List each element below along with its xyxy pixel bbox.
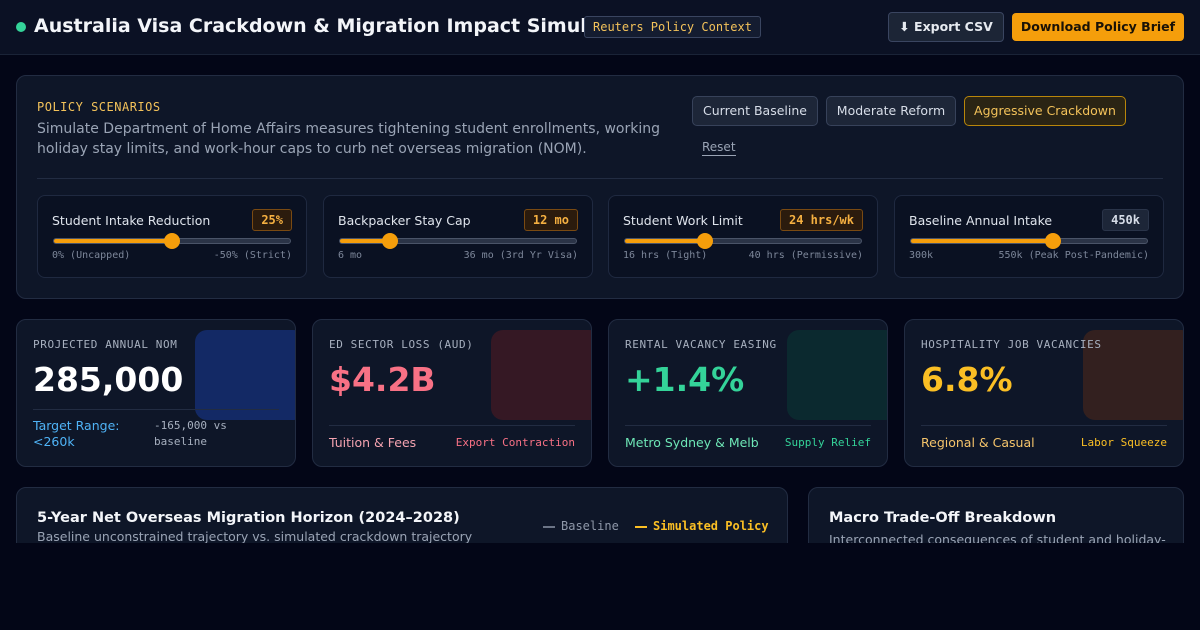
slider-backpacker-stay: Backpacker Stay Cap 12 mo 6 mo 36 mo (3r… xyxy=(323,195,593,278)
slider-label: Baseline Annual Intake xyxy=(909,213,1053,228)
scenario-baseline-button[interactable]: Current Baseline xyxy=(692,96,818,126)
kpi-foot: Regional & Casual xyxy=(921,435,1035,450)
scenarios-description: Simulate Department of Home Affairs meas… xyxy=(37,121,661,157)
kpi-divider xyxy=(625,425,871,426)
slider-value-badge: 12 mo xyxy=(523,209,578,231)
slider-label: Student Work Limit xyxy=(623,213,743,228)
horizon-title: 5-Year Net Overseas Migration Horizon (2… xyxy=(37,510,460,526)
kpi-glow xyxy=(787,330,887,420)
kpi-label: PROJECTED ANNUAL NOM xyxy=(33,338,178,351)
app-title: Australia Visa Crackdown & Migration Imp… xyxy=(34,15,632,37)
kpi-tag: Supply Relief xyxy=(784,436,871,449)
kpi-foot: Metro Sydney & Melb xyxy=(625,435,759,450)
slider-label: Backpacker Stay Cap xyxy=(338,213,471,228)
top-bar: Australia Visa Crackdown & Migration Imp… xyxy=(0,0,1200,55)
slider-student-intake: Student Intake Reduction 25% 0% (Uncappe… xyxy=(37,195,307,278)
legend-swatch xyxy=(543,525,555,528)
slider-value-badge: 24 hrs/wk xyxy=(779,209,863,231)
slider-max-label: -50% (Strict) xyxy=(213,250,292,261)
panel-divider xyxy=(37,178,1163,179)
kpi-card-ed-sector: ED SECTOR LOSS (AUD) $4.2B Tuition & Fee… xyxy=(312,319,592,467)
slider-label: Student Intake Reduction xyxy=(52,213,211,228)
tradeoff-title: Macro Trade-Off Breakdown xyxy=(829,510,1057,526)
slider-max-label: 40 hrs (Permissive) xyxy=(748,250,863,261)
slider-max-label: 550k (Peak Post-Pandemic) xyxy=(998,250,1149,261)
slider-value-badge: 25% xyxy=(252,209,292,231)
slider-thumb[interactable] xyxy=(1044,233,1061,249)
context-badge: Reuters Policy Context xyxy=(584,16,761,38)
legend-label: Baseline xyxy=(561,519,619,533)
kpi-glow xyxy=(1083,330,1183,420)
download-brief-button[interactable]: Download Policy Brief xyxy=(1012,13,1184,41)
kpi-card-hospitality: HOSPITALITY JOB VACANCIES 6.8% Regional … xyxy=(904,319,1184,467)
legend-label: Simulated Policy xyxy=(653,519,769,533)
slider-track[interactable] xyxy=(624,233,862,249)
slider-min-label: 16 hrs (Tight) xyxy=(623,250,708,261)
kpi-card-rental: RENTAL VACANCY EASING +1.4% Metro Sydney… xyxy=(608,319,888,467)
kpi-divider xyxy=(921,425,1167,426)
slider-fill xyxy=(340,239,390,243)
slider-value-badge: 450k xyxy=(1102,209,1149,231)
slider-student-work: Student Work Limit 24 hrs/wk 16 hrs (Tig… xyxy=(608,195,878,278)
horizon-subtitle: Baseline unconstrained trajectory vs. si… xyxy=(37,529,473,544)
slider-baseline-intake: Baseline Annual Intake 450k 300k 550k (P… xyxy=(894,195,1164,278)
kpi-card-nom: PROJECTED ANNUAL NOM 285,000 Target Rang… xyxy=(16,319,296,467)
slider-min-label: 0% (Uncapped) xyxy=(52,250,131,261)
kpi-foot: Tuition & Fees xyxy=(329,435,417,450)
kpi-label: HOSPITALITY JOB VACANCIES xyxy=(921,338,1102,351)
slider-track[interactable] xyxy=(53,233,291,249)
kpi-label: ED SECTOR LOSS (AUD) xyxy=(329,338,474,351)
slider-track[interactable] xyxy=(910,233,1148,249)
status-dot-icon xyxy=(16,22,26,32)
slider-thumb[interactable] xyxy=(697,233,714,249)
slider-max-label: 36 mo (3rd Yr Visa) xyxy=(463,250,578,261)
slider-fill xyxy=(625,239,706,243)
kpi-divider xyxy=(33,409,279,410)
kpi-tag: Export Contraction xyxy=(455,436,575,449)
kpi-value: 6.8% xyxy=(921,360,1013,399)
slider-thumb[interactable] xyxy=(381,233,398,249)
kpi-tag: Labor Squeeze xyxy=(1080,436,1167,449)
slider-min-label: 6 mo xyxy=(338,250,363,261)
export-csv-button[interactable]: ⬇ Export CSV xyxy=(888,12,1004,42)
kpi-value: 285,000 xyxy=(33,360,184,399)
legend-swatch xyxy=(635,525,647,528)
slider-fill xyxy=(54,239,172,243)
legend-simulated: Simulated Policy xyxy=(635,519,769,533)
scenario-moderate-button[interactable]: Moderate Reform xyxy=(826,96,956,126)
kpi-value: +1.4% xyxy=(625,360,745,399)
kpi-label: RENTAL VACANCY EASING xyxy=(625,338,777,351)
slider-min-label: 300k xyxy=(909,250,934,261)
slider-thumb[interactable] xyxy=(164,233,180,249)
viewport-bottom xyxy=(0,543,1200,630)
kpi-foot: Target Range: <260k xyxy=(33,418,120,449)
kpi-tag: -165,000 vs baseline xyxy=(154,419,227,448)
legend-baseline: Baseline xyxy=(543,519,619,533)
kpi-glow xyxy=(491,330,591,420)
scenario-aggressive-button[interactable]: Aggressive Crackdown xyxy=(964,96,1126,126)
slider-fill xyxy=(911,239,1053,243)
kpi-divider xyxy=(329,425,575,426)
kpi-glow xyxy=(195,330,295,420)
scenarios-eyebrow: POLICY SCENARIOS xyxy=(37,100,161,114)
slider-track[interactable] xyxy=(339,233,577,249)
kpi-value: $4.2B xyxy=(329,360,436,399)
policy-scenarios-panel: POLICY SCENARIOS Simulate Department of … xyxy=(16,75,1184,299)
reset-link[interactable]: Reset xyxy=(702,140,736,156)
